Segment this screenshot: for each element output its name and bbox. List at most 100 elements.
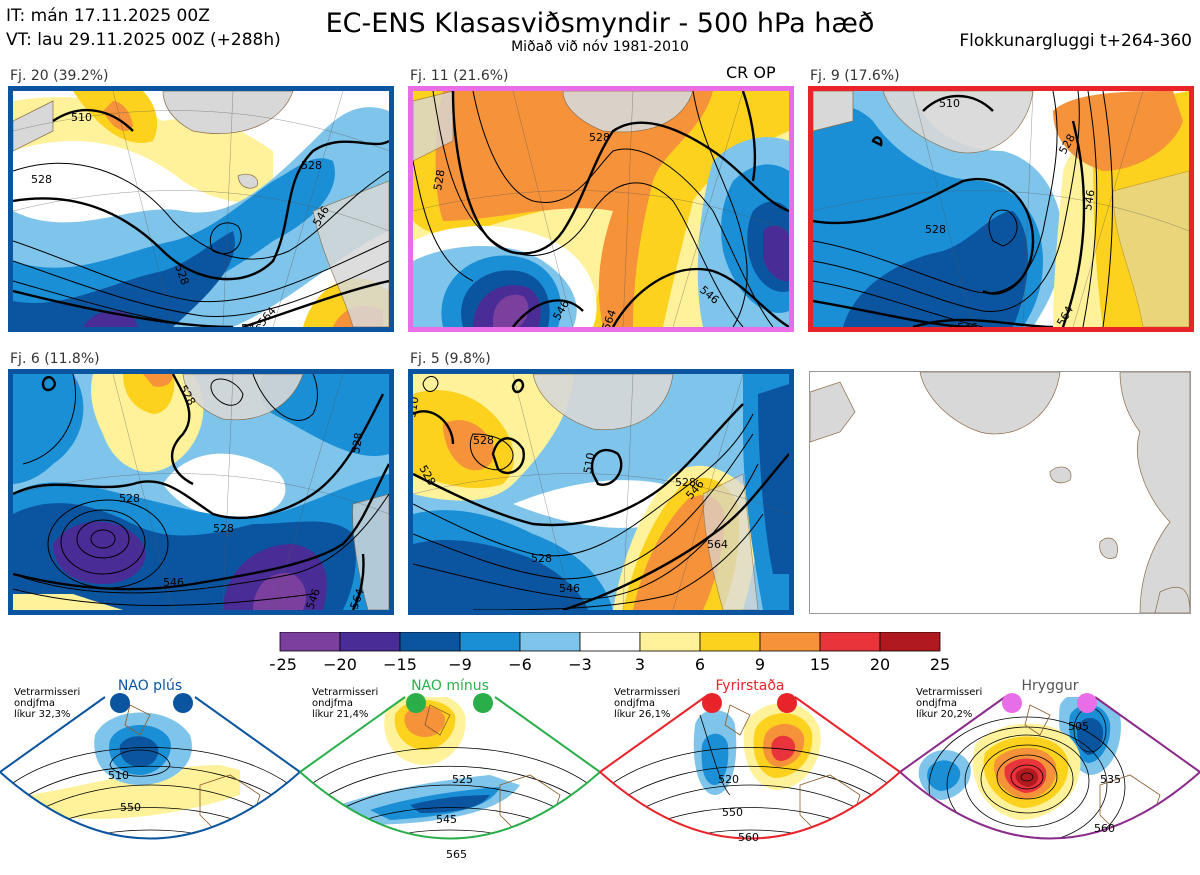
- land-shape: [1049, 466, 1072, 484]
- colorbar-swatch: [459, 631, 521, 652]
- colorbar: −25 −20 −15 −9 −6 −3 3 6 9 15 20 25: [263, 631, 960, 677]
- colorbar-tick-label: −9: [448, 655, 472, 674]
- colorbar-tick-label: 6: [695, 655, 705, 674]
- regime-contour-label: 520: [718, 773, 739, 786]
- regime-frame-ridge: [899, 696, 1200, 840]
- colorbar-svg: −25 −20 −15 −9 −6 −3 3 6 9 15 20 25: [263, 631, 950, 674]
- svg-text:546: 546: [304, 587, 323, 610]
- regime-contour-label: 525: [452, 773, 473, 786]
- svg-text:510: 510: [413, 396, 422, 419]
- svg-text:546: 546: [241, 322, 262, 327]
- regime-insets: NAO plús 510 550 NAO mínus 525 545 565: [0, 675, 1200, 871]
- cluster-label-5: Fj. 5 (9.8%): [410, 351, 491, 367]
- svg-text:546: 546: [1081, 189, 1097, 212]
- regime-contour-label: 560: [1094, 822, 1115, 835]
- header-times: IT: mán 17.11.2025 00Z VT: lau 29.11.202…: [6, 4, 281, 52]
- colorbar-swatch: [639, 631, 701, 652]
- land-shape: [810, 381, 856, 443]
- cluster-label-2: Fj. 11 (21.6%): [410, 68, 509, 84]
- colorbar-tick-label: 25: [930, 655, 950, 674]
- svg-text:546: 546: [559, 582, 580, 595]
- colorbar-tick-label: −25: [270, 655, 297, 674]
- regime-title: NAO mínus: [411, 678, 489, 694]
- regime-marker-right: [1077, 693, 1097, 713]
- regime-stat-line: líkur 21,4%: [312, 709, 369, 720]
- valid-time: VT: lau 29.11.2025 00Z (+288h): [6, 30, 281, 50]
- page-title: EC-ENS Klasasviðsmyndir - 500 hPa hæð: [325, 8, 875, 39]
- initial-time: IT: mán 17.11.2025 00Z: [6, 6, 210, 26]
- svg-text:528: 528: [301, 159, 322, 172]
- colorbar-swatch: [819, 631, 881, 652]
- regime-frame-nao-minus: [299, 696, 602, 840]
- svg-text:564: 564: [600, 308, 619, 327]
- regime-stat-line: líkur 20,2%: [916, 709, 973, 720]
- regime-stat-line: Vetrarmisseri: [916, 687, 983, 698]
- regime-frame-nao-plus: [0, 696, 302, 840]
- colorbar-tick-label: 3: [635, 655, 645, 674]
- cluster-label-3: Fj. 9 (17.6%): [810, 68, 900, 84]
- cluster-label-1: Fj. 20 (39.2%): [10, 68, 109, 84]
- regime-stat-line: Vetrarmisseri: [614, 687, 681, 698]
- base-map-svg: [810, 372, 1190, 613]
- svg-text:564: 564: [348, 587, 367, 610]
- svg-text:528: 528: [675, 476, 696, 489]
- regime-stat-line: Vetrarmisseri: [312, 687, 379, 698]
- colorbar-swatch: [339, 631, 401, 652]
- regime-stat-line: ondjfma: [312, 698, 353, 709]
- colorbar-tick-label: −15: [383, 655, 417, 674]
- svg-text:528: 528: [119, 492, 140, 505]
- colorbar-swatch: [759, 631, 821, 652]
- regime-contour-label: 510: [108, 769, 129, 782]
- svg-text:528: 528: [473, 434, 494, 447]
- regime-title: Fyrirstaða: [716, 678, 785, 694]
- regime-stats: Vetrarmisseri ondjfma líkur 32,3%: [14, 687, 80, 720]
- svg-text:564: 564: [707, 538, 728, 551]
- svg-text:528: 528: [925, 223, 946, 236]
- regime-marker-right: [173, 693, 193, 713]
- classification-window: Flokkunargluggi t+264-360: [959, 31, 1192, 51]
- regime-marker-left: [406, 693, 426, 713]
- base-map: [809, 371, 1191, 614]
- regime-contour-label: 565: [446, 848, 467, 861]
- land-shape: [1154, 587, 1190, 613]
- svg-text:546: 546: [957, 321, 978, 327]
- svg-text:528: 528: [589, 131, 610, 144]
- svg-text:528: 528: [31, 173, 52, 186]
- control-marker: CR OP: [726, 63, 776, 82]
- regime-stat-line: ondjfma: [916, 698, 957, 709]
- regime-stats: Vetrarmisseri ondjfma líkur 20,2%: [916, 687, 982, 720]
- svg-text:528: 528: [213, 522, 234, 535]
- colorbar-tick-label: −6: [508, 655, 532, 674]
- regime-contour-label: 545: [436, 813, 457, 826]
- svg-text:528: 528: [431, 169, 447, 192]
- regime-marker-right: [777, 693, 797, 713]
- svg-text:528: 528: [531, 552, 552, 565]
- regime-stat-line: Vetrarmisseri: [14, 687, 81, 698]
- regime-marker-left: [702, 693, 722, 713]
- land-shape: [1099, 537, 1118, 559]
- colorbar-swatch: [399, 631, 461, 652]
- colorbar-swatch: [699, 631, 761, 652]
- regime-frame-block: [599, 696, 902, 840]
- colorbar-tick-label: 15: [810, 655, 830, 674]
- regime-contour-label: 505: [1068, 720, 1089, 733]
- cluster-label-4: Fj. 6 (11.8%): [10, 351, 100, 367]
- regime-stats: Vetrarmisseri ondjfma líkur 26,1%: [614, 687, 680, 720]
- page-subtitle: Miðað við nóv 1981-2010: [511, 39, 689, 55]
- regime-marker-left: [1002, 693, 1022, 713]
- regime-stats: Vetrarmisseri ondjfma líkur 21,4%: [312, 687, 378, 720]
- colorbar-tick-label: 9: [755, 655, 765, 674]
- colorbar-swatch: [519, 631, 581, 652]
- svg-text:510: 510: [71, 111, 92, 124]
- land-shape: [919, 372, 1061, 435]
- colorbar-tick-label: −3: [568, 655, 592, 674]
